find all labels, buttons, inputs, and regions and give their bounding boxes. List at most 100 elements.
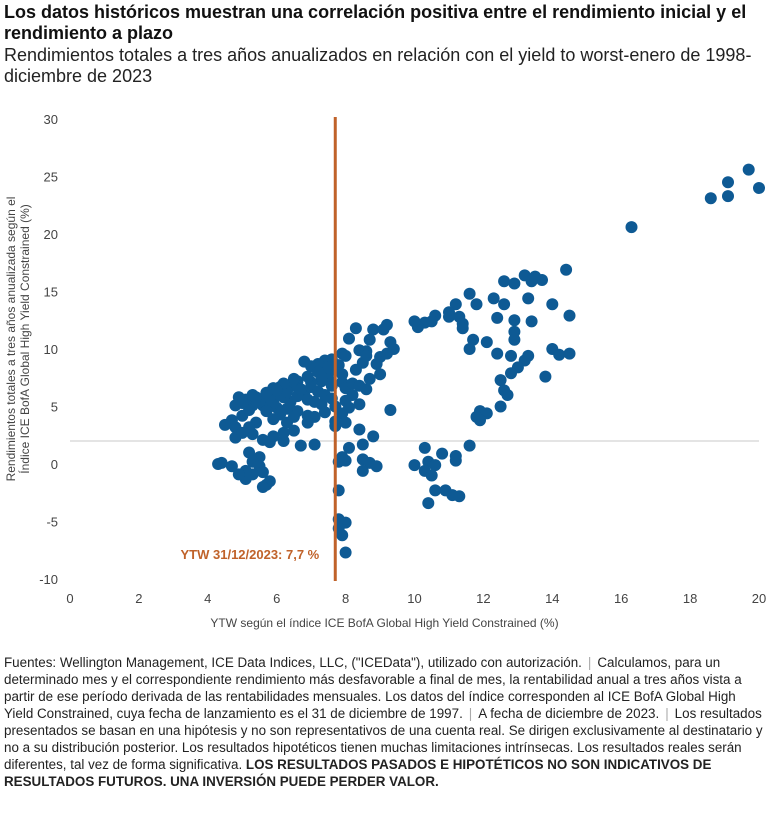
x-tick-label: 12 (476, 591, 490, 606)
data-point (281, 416, 293, 429)
data-point (425, 315, 438, 328)
x-tick-label: 4 (204, 591, 211, 606)
y-tick-labels: 30 25 20 15 10 5 0 -5 -10 (39, 112, 58, 587)
data-point (367, 323, 380, 336)
data-point (353, 423, 366, 436)
x-tick-label: 16 (614, 591, 628, 606)
data-point (425, 469, 438, 482)
y-tick-label: -10 (39, 572, 58, 587)
footnote-warning: LOS RESULTADOS PASADOS E HIPOTÉTICOS NO … (4, 757, 712, 789)
data-point (408, 315, 421, 328)
data-point (287, 424, 300, 437)
data-point (343, 441, 355, 454)
data-point (563, 347, 576, 360)
data-point (363, 333, 376, 346)
chart-subtitle: Rendimientos totales a tres años anualiz… (4, 45, 752, 86)
data-point (722, 190, 734, 203)
data-point (246, 389, 259, 401)
data-point (339, 349, 352, 362)
chart-title: Los datos históricos muestran una correl… (4, 2, 747, 43)
y-tick-label: 5 (51, 400, 58, 415)
data-point (360, 349, 373, 362)
data-point (356, 464, 369, 477)
data-point (294, 383, 307, 396)
data-point (277, 426, 290, 439)
data-point (422, 497, 435, 510)
data-point (546, 298, 559, 311)
data-point (219, 418, 231, 431)
y-tick-label: 20 (44, 227, 58, 242)
scatter-chart: 30 25 20 15 10 5 0 -5 -10 0 2 4 6 8 10 12 14 16 18 20 YTW … (4, 112, 766, 630)
data-point (287, 372, 300, 385)
footnotes: Fuentes: Wellington Management, ICE Data… (4, 655, 763, 789)
data-point (256, 481, 269, 493)
data-point (367, 430, 380, 443)
data-point (298, 355, 311, 368)
data-point (560, 263, 573, 276)
data-point (256, 466, 269, 479)
data-point (225, 460, 238, 473)
data-point (374, 368, 387, 381)
data-point (363, 372, 376, 385)
data-point (487, 292, 500, 305)
data-point (349, 322, 362, 335)
data-point (408, 459, 421, 472)
data-point (449, 298, 462, 311)
data-point (339, 416, 352, 429)
footnote-methodology: Calculamos, para un determinado mes y el… (4, 655, 742, 721)
data-point (339, 454, 352, 467)
data-point (312, 385, 324, 398)
data-point (474, 414, 486, 427)
data-point (505, 367, 517, 380)
data-point (267, 413, 280, 426)
data-point (449, 454, 462, 467)
data-point (294, 439, 307, 452)
data-point (525, 315, 538, 328)
data-point (536, 274, 548, 286)
data-point (508, 314, 521, 327)
data-point (443, 310, 455, 323)
data-point (625, 221, 638, 234)
data-point (491, 311, 504, 324)
data-point (215, 456, 228, 469)
data-point (704, 192, 717, 205)
data-point (312, 366, 324, 378)
x-tick-label: 8 (342, 591, 349, 606)
data-point (463, 439, 476, 452)
data-point (339, 546, 352, 559)
data-point (356, 438, 369, 451)
data-point (336, 529, 349, 542)
data-point (563, 309, 576, 322)
x-tick-label: 10 (407, 591, 421, 606)
data-point (498, 298, 511, 311)
y-axis-label-line2: Índice ICE BofA Global High Yield Constr… (17, 204, 32, 473)
data-point (753, 182, 765, 194)
data-point (467, 333, 480, 346)
data-point (384, 404, 397, 416)
data-point (463, 287, 476, 300)
x-tick-label: 14 (545, 591, 559, 606)
data-point (370, 460, 383, 473)
y-axis-label-line1: Rendimientos totales a tres años anualiz… (4, 197, 18, 482)
data-point (494, 374, 507, 387)
data-point (270, 384, 283, 397)
current-ytw-label: YTW 31/12/2023: 7,7 % (181, 547, 320, 562)
y-tick-label: 30 (44, 112, 58, 127)
data-point (463, 343, 476, 355)
x-tick-label: 2 (135, 591, 142, 606)
x-tick-label: 18 (683, 591, 697, 606)
data-point (260, 405, 273, 418)
y-tick-label: 15 (44, 285, 58, 300)
data-point (418, 441, 431, 454)
data-point (267, 430, 280, 443)
data-point (232, 468, 245, 481)
x-tick-label: 20 (752, 591, 766, 606)
data-point (380, 347, 393, 360)
data-point (539, 370, 552, 383)
data-point (429, 459, 442, 472)
data-point (260, 386, 273, 399)
data-point (522, 292, 535, 305)
y-tick-label: -5 (46, 515, 58, 530)
data-point (236, 397, 249, 409)
data-point (501, 389, 514, 401)
